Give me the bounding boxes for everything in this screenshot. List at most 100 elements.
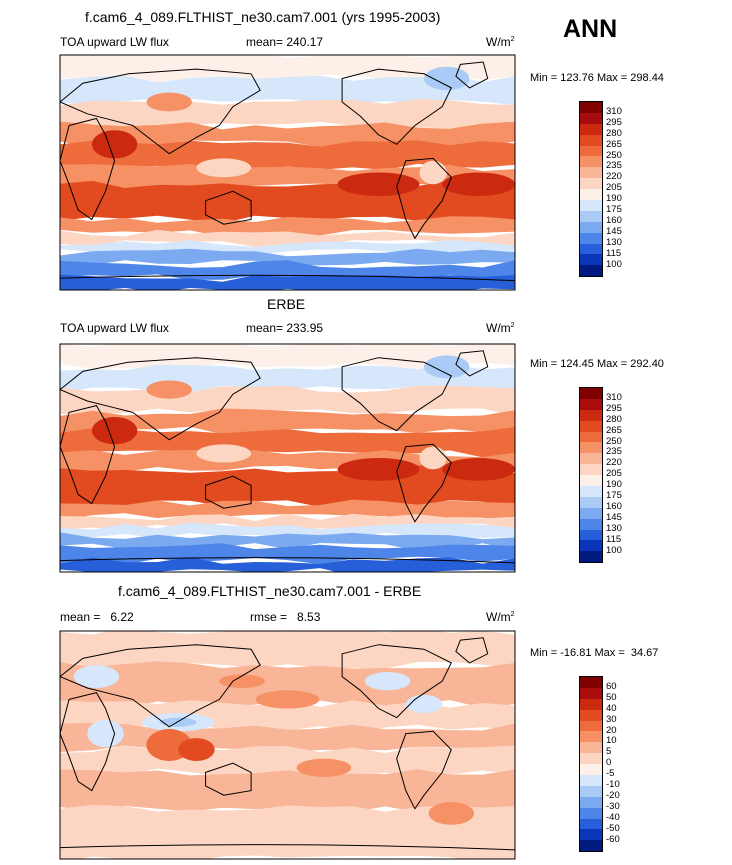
contour-band [60, 216, 515, 237]
coastline [205, 475, 252, 509]
colorbar-tick-label: 160 [606, 500, 622, 512]
colorbar-swatch [580, 709, 602, 721]
contour-band [60, 248, 515, 266]
panel1-variable: TOA upward LW flux [60, 35, 169, 49]
contour-band [60, 274, 515, 290]
colorbar-tick-label: 10 [606, 735, 617, 747]
colorbar-tick-label: 205 [606, 468, 622, 480]
colorbar-swatch [580, 486, 602, 497]
coastline [60, 357, 261, 441]
contour-blob [196, 158, 252, 178]
colorbar-swatch [580, 388, 602, 399]
colorbar-swatch [580, 796, 602, 808]
panel3-minmax: Min = -16.81 Max = 34.67 [530, 647, 659, 659]
contour-blob [178, 738, 215, 761]
colorbar-swatch [580, 145, 602, 157]
coastline [60, 557, 515, 564]
colorbar-swatch [580, 431, 602, 443]
colorbar-tick-label: 310 [606, 391, 622, 403]
map-panel-3 [59, 630, 516, 860]
colorbar-swatch [580, 818, 602, 830]
coastline [341, 644, 452, 719]
contour-blob [91, 130, 138, 159]
contour-band [60, 543, 515, 565]
colorbar-swatch [580, 507, 602, 519]
panel2-units: W/m2 [486, 321, 515, 335]
colorbar-swatch [580, 420, 602, 432]
colorbar-tick-label: 0 [606, 757, 612, 769]
contour-blob [296, 758, 352, 777]
colorbar-tick-label: 100 [606, 544, 622, 556]
colorbar-tick-label: 265 [606, 138, 622, 150]
colorbar-tick-label: -10 [606, 779, 620, 790]
colorbar-swatch [580, 720, 602, 732]
colorbar-swatch [580, 731, 602, 743]
colorbar-2 [579, 387, 603, 564]
colorbar-swatch [580, 540, 602, 552]
colorbar-3 [579, 676, 603, 853]
colorbar-swatch [580, 475, 602, 487]
colorbar-tick-label: 310 [606, 105, 622, 117]
colorbar-swatch [580, 764, 602, 776]
map-panel-1 [59, 54, 516, 291]
contour-band [60, 769, 515, 813]
colorbar-tick-label: -5 [606, 768, 615, 780]
contour-blob [337, 458, 420, 481]
colorbar-swatch [580, 677, 602, 688]
colorbar-tick-label: 30 [606, 713, 617, 725]
colorbar-tick-label: 220 [606, 171, 622, 183]
colorbar-swatch [580, 785, 602, 797]
colorbar-tick-label: -20 [606, 789, 620, 801]
coastline [60, 692, 116, 792]
contour-blob [442, 172, 515, 196]
colorbar-swatch [580, 464, 602, 476]
colorbar-swatch [580, 254, 602, 266]
colorbar-tick-label: 40 [606, 702, 617, 714]
colorbar-tick-label: 160 [606, 214, 622, 226]
colorbar-swatch [580, 753, 602, 765]
colorbar-tick-label: 5 [606, 746, 612, 758]
coastline [396, 157, 452, 240]
colorbar-tick-label: -50 [606, 822, 620, 834]
colorbar-swatch [580, 243, 602, 255]
colorbar-tick-label: 265 [606, 424, 622, 436]
coastline [60, 844, 515, 851]
contour-blob [419, 446, 447, 470]
colorbar-tick-label: 115 [606, 533, 622, 545]
colorbar-tick-label: 190 [606, 193, 622, 205]
coastline [205, 762, 252, 796]
coastline [341, 357, 452, 432]
colorbar-swatch [580, 210, 602, 222]
colorbar-swatch [580, 442, 602, 454]
contour-band [60, 121, 515, 148]
colorbar-swatch [580, 453, 602, 465]
colorbar-tick-label: 235 [606, 446, 622, 458]
contour-band [60, 427, 515, 458]
coastline [205, 190, 252, 225]
colorbar-swatch [580, 189, 602, 201]
coastline [60, 274, 515, 282]
panel1-units-text: W/m [486, 35, 511, 49]
colorbar-tick-label: 130 [606, 522, 622, 534]
panel1-title: f.cam6_4_089.FLTHIST_ne30.cam7.001 (yrs … [85, 9, 441, 25]
panel2-units-sup: 2 [510, 322, 515, 329]
colorbar-tick-label: 175 [606, 204, 622, 215]
panel2-mean: mean= 233.95 [246, 321, 324, 335]
colorbar-swatch [580, 687, 602, 699]
map-frame [59, 54, 516, 291]
panel1-mean: mean= 240.17 [246, 35, 324, 49]
contour-blob [146, 92, 192, 112]
colorbar-swatch [580, 221, 602, 233]
colorbar-tick-label: 250 [606, 149, 622, 161]
contour-blob [424, 355, 470, 379]
colorbar-swatch [580, 496, 602, 508]
contour-blob [424, 66, 470, 91]
colorbar-swatch [580, 775, 602, 786]
map-frame [59, 630, 516, 860]
contour-band [60, 55, 515, 83]
panel3-units-sup: 2 [510, 611, 515, 618]
panel1-units-sup: 2 [510, 36, 515, 43]
coastline [60, 68, 261, 155]
contour-band [60, 661, 515, 708]
